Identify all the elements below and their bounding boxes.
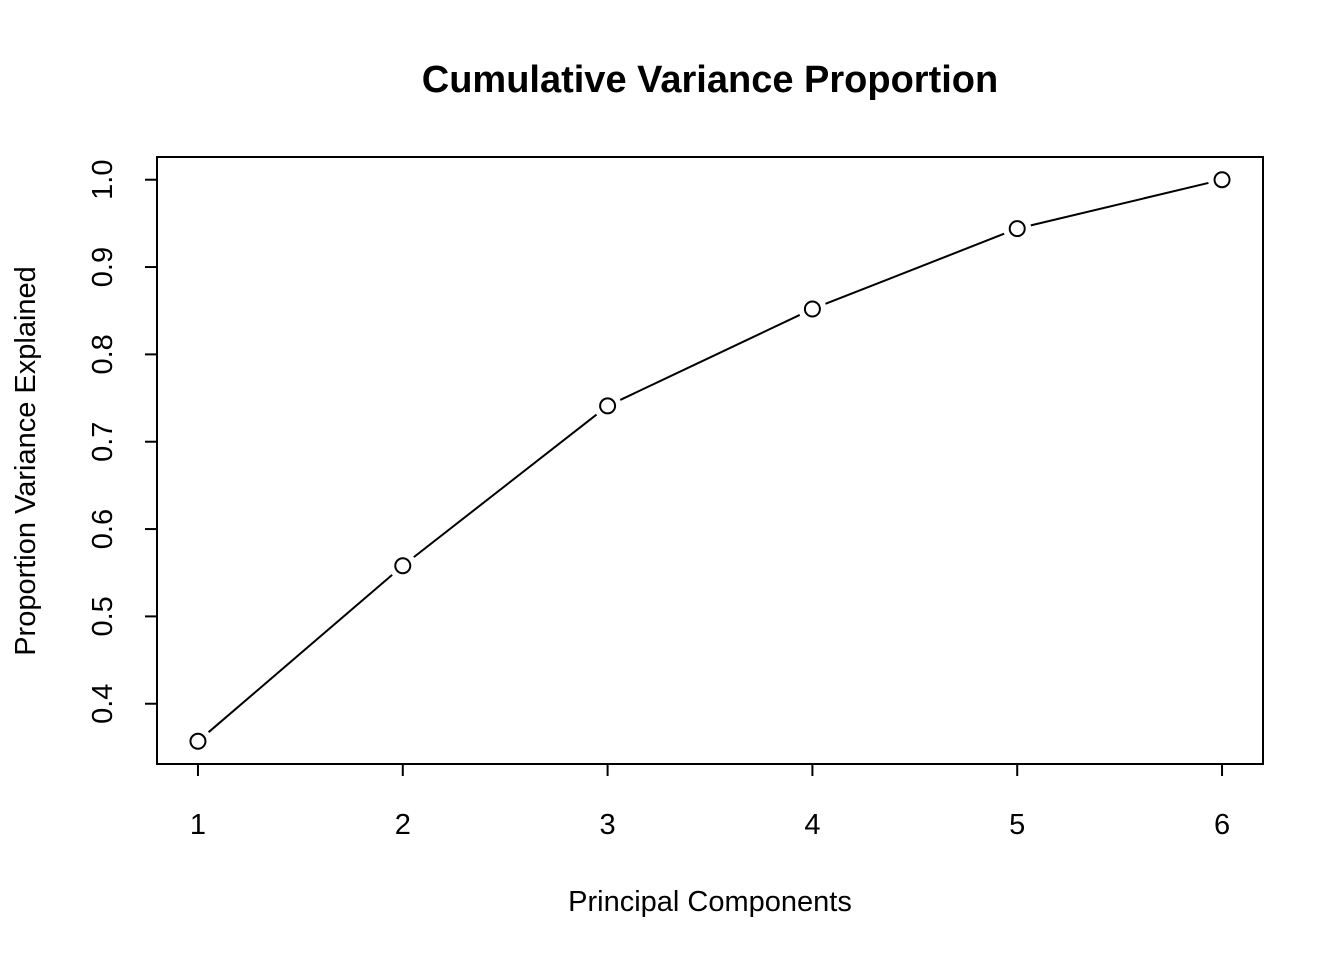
x-tick-label: 4 (804, 809, 820, 841)
series-line-segment (207, 574, 393, 733)
x-tick-label: 6 (1214, 809, 1230, 841)
y-axis: 0.4 0.5 0.6 0.7 0.8 0.9 1.0 (87, 160, 158, 724)
x-axis-label: Principal Components (568, 886, 852, 918)
plot-frame (156, 156, 1264, 765)
x-axis: 1 2 3 4 5 6 (190, 763, 1230, 841)
series-line-segment (619, 314, 801, 401)
data-points (189, 171, 1231, 750)
y-axis-label: Proportion Variance Explained (10, 266, 42, 656)
data-point (1213, 171, 1231, 189)
data-point (189, 732, 207, 750)
y-tick-label: 0.6 (87, 509, 119, 549)
series-line-segment (1030, 181, 1209, 227)
x-tick-label: 2 (395, 809, 411, 841)
y-tick-label: 1.0 (87, 160, 119, 200)
y-tick-label: 0.9 (87, 247, 119, 287)
data-point (803, 300, 821, 318)
y-tick-label: 0.8 (87, 334, 119, 374)
chart-title: Cumulative Variance Proportion (422, 59, 998, 101)
data-point (1008, 220, 1026, 238)
y-tick-label: 0.4 (87, 684, 119, 724)
data-point (599, 397, 617, 415)
series-line-segment (413, 413, 598, 558)
x-tick-label: 1 (190, 809, 206, 841)
series-line-segment (825, 232, 1005, 305)
y-tick-label: 0.7 (87, 422, 119, 462)
x-tick-label: 5 (1009, 809, 1025, 841)
data-point (394, 557, 412, 575)
series-cumulative-variance (207, 181, 1209, 733)
x-tick-label: 3 (600, 809, 616, 841)
y-tick-label: 0.5 (87, 596, 119, 636)
